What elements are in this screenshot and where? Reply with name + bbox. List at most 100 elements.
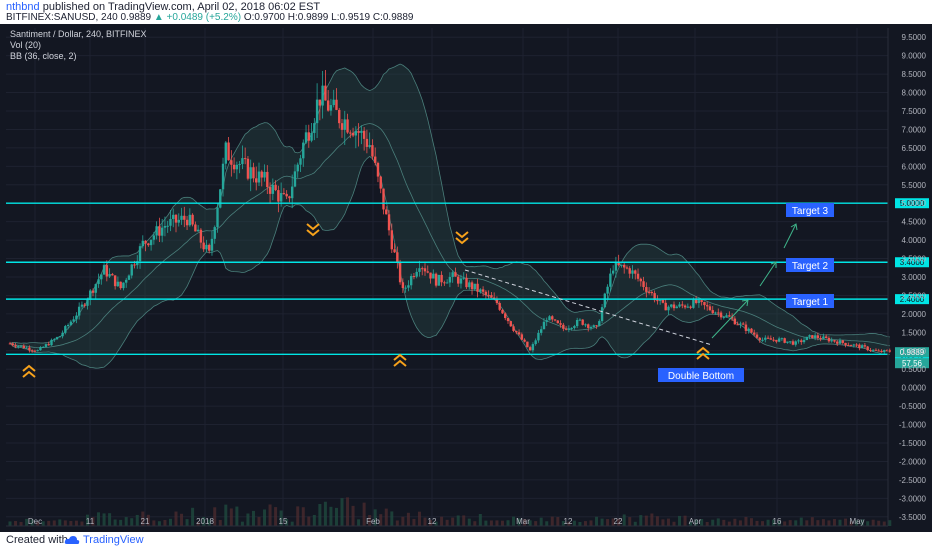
trendline[interactable] — [464, 269, 713, 346]
y-tick-label: 0.5000 — [902, 365, 927, 374]
candle-body — [83, 304, 86, 306]
y-tick-label: 3.0000 — [902, 273, 927, 282]
candle-body — [125, 279, 128, 283]
candle-body — [517, 332, 521, 335]
candle-body — [183, 215, 186, 220]
volume-bar — [777, 520, 781, 526]
author-link[interactable]: nthbnd — [6, 1, 40, 13]
volume-bar — [871, 519, 875, 526]
candle-body — [349, 132, 352, 134]
candle-body — [315, 99, 319, 124]
volume-bar — [91, 517, 95, 526]
candle-body — [407, 285, 410, 288]
volume-tag — [895, 358, 929, 369]
candle-body — [833, 340, 836, 342]
candle-body — [205, 244, 208, 250]
volume-bar — [534, 521, 538, 526]
volume-bar — [644, 515, 648, 526]
candle-body — [545, 320, 548, 322]
y-tick-label: -1.5000 — [899, 439, 927, 448]
y-tick-label: 6.0000 — [902, 162, 927, 171]
candle-body — [470, 282, 474, 290]
candle-body — [860, 345, 864, 349]
candle-body — [17, 345, 20, 347]
volume-bar — [683, 515, 687, 526]
arrow-head-icon — [770, 261, 777, 268]
volume-bar — [888, 520, 892, 526]
volume-bars — [8, 497, 892, 526]
candle-body — [111, 274, 114, 276]
volume-bar — [180, 513, 184, 526]
volume-bar — [755, 520, 759, 526]
candle-body — [288, 196, 291, 199]
candle-body — [105, 265, 109, 277]
volume-bar — [783, 521, 787, 526]
candle-body — [714, 312, 717, 314]
candle-body — [844, 342, 847, 346]
candle-body — [623, 264, 626, 268]
candle-body — [874, 349, 878, 351]
candle-body — [581, 319, 584, 325]
candle-body — [559, 323, 562, 325]
candle-body — [667, 306, 670, 311]
candle-body — [318, 99, 322, 106]
candle-body — [885, 350, 889, 352]
candle-body — [293, 171, 297, 187]
candle-body — [277, 190, 280, 202]
candle-body — [393, 249, 396, 253]
price-axis[interactable]: 9.5000 9.0000 8.5000 8.0000 7.5000 7.0000 6.50… — [887, 28, 927, 526]
candle-body — [578, 319, 582, 321]
arrow-target-3 — [783, 223, 797, 249]
candle-body — [376, 162, 380, 177]
candle-body — [396, 252, 399, 262]
annotation-target-3[interactable]: Target 3 — [786, 203, 834, 217]
candle-body — [836, 341, 839, 344]
candle-body — [191, 214, 194, 225]
volume-bar — [866, 521, 870, 526]
candle-body — [556, 320, 559, 324]
candle-body — [465, 277, 468, 288]
candle-body — [227, 142, 230, 161]
candle-body — [232, 164, 236, 170]
candle-body — [598, 321, 601, 326]
annotation-target-2[interactable]: Target 2 — [786, 258, 834, 272]
volume-bar — [832, 519, 836, 526]
last-price: 0.9889 — [120, 12, 152, 23]
volume-bar — [655, 516, 659, 526]
tradingview-logo[interactable]: TradingView — [64, 534, 144, 546]
candle-body — [385, 209, 388, 215]
annotation-double-bottom[interactable]: Double Bottom — [658, 368, 744, 382]
candle-body — [462, 277, 465, 279]
y-tick-label: -3.0000 — [899, 494, 927, 503]
candle-body — [235, 164, 239, 170]
target-2-label: Target 2 — [792, 261, 829, 272]
candle-body — [440, 274, 443, 283]
annotation-target-1[interactable]: Target 1 — [786, 294, 834, 308]
candle-body — [880, 350, 883, 353]
candle-body — [481, 289, 485, 292]
volume-bar — [296, 506, 300, 526]
candle-body — [255, 178, 258, 183]
candle-body — [387, 214, 391, 231]
volume-bar — [69, 521, 73, 526]
candle-body — [512, 326, 515, 331]
candle-body — [50, 339, 53, 346]
candle-body — [523, 339, 526, 342]
candle-body — [683, 305, 687, 308]
volume-bar — [119, 519, 123, 526]
bb-lower — [9, 155, 890, 369]
candle-body — [210, 238, 214, 251]
candle-body — [711, 310, 714, 314]
candle-body — [852, 344, 856, 346]
volume-bar — [135, 514, 139, 526]
volume-bar — [334, 507, 338, 526]
time-axis[interactable]: Dec 11 21 2018 15 Feb 12 Mar 12 22 Apr 16 May — [6, 517, 888, 527]
candle-body — [243, 158, 247, 160]
x-tick-label: Apr — [689, 517, 702, 526]
candle-body — [744, 324, 748, 331]
candle-body — [418, 268, 421, 272]
volume-bar — [357, 519, 361, 526]
candle-body — [130, 264, 133, 276]
volume-bar — [567, 521, 571, 526]
